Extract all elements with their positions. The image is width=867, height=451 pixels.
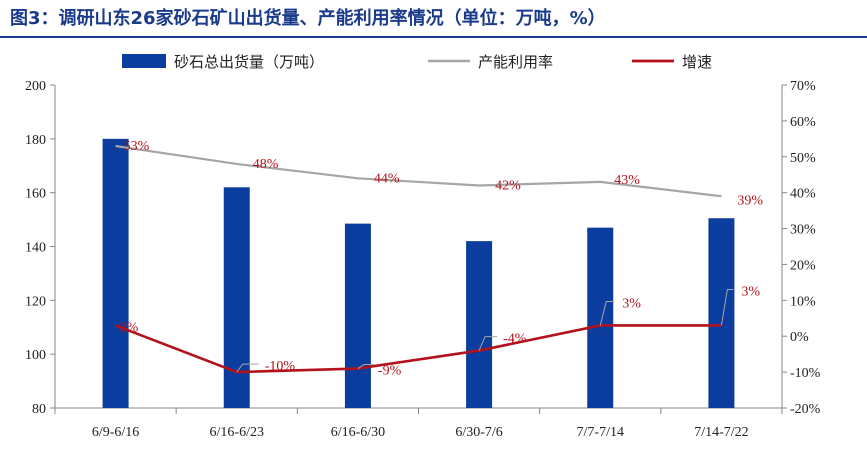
right-tick-label: -10% <box>790 366 821 381</box>
label-utilization: 44% <box>374 171 400 186</box>
leader-line <box>357 364 374 369</box>
x-tick-label: 6/16-6/30 <box>331 425 385 440</box>
x-tick-label: 7/14-7/22 <box>694 425 748 440</box>
leader-line <box>599 300 615 326</box>
right-tick-label: 50% <box>790 151 816 166</box>
left-tick-label: 180 <box>25 133 46 148</box>
bar-shipment <box>223 187 250 408</box>
lines <box>115 144 722 374</box>
label-growth: -10% <box>265 359 296 374</box>
left-tick-label: 200 <box>25 79 46 94</box>
legend-label-growth: 增速 <box>682 53 712 71</box>
legend: 砂石总出货量（万吨） 产能利用率 增速 <box>122 53 712 71</box>
right-tick-label: 10% <box>790 294 816 309</box>
right-tick-label: 40% <box>790 187 816 202</box>
label-utilization: 42% <box>495 178 521 193</box>
line-growth <box>115 324 722 374</box>
bars <box>102 138 735 409</box>
left-tick-label: 80 <box>32 402 46 417</box>
bar-shipment <box>708 218 735 408</box>
label-growth: -4% <box>503 332 527 347</box>
right-tick-label: 30% <box>790 223 816 238</box>
left-tick-label: 160 <box>25 187 46 202</box>
chart-title: 图3：调研山东26家砂石矿山出货量、产能利用率情况（单位：万吨，%） <box>10 8 606 29</box>
bar-shipment <box>344 223 371 408</box>
title-rule <box>0 36 867 38</box>
label-growth: -9% <box>378 364 402 379</box>
legend-swatch-shipment <box>122 54 166 68</box>
right-tick-label: 70% <box>790 79 816 94</box>
x-tick-label: 7/7-7/14 <box>577 425 624 440</box>
label-utilization: 39% <box>737 193 763 208</box>
axes: 80 100 120 140 160 180 200 -20% -10% 0% 10% 20% 30% 4… <box>25 79 821 440</box>
left-tick-label: 100 <box>25 348 46 363</box>
right-tick-label: 20% <box>790 258 816 273</box>
bar-shipment <box>587 227 614 408</box>
right-tick-label: 60% <box>790 115 816 130</box>
leader-line <box>236 363 259 373</box>
right-tick-label: -20% <box>790 402 821 417</box>
legend-label-shipment: 砂石总出货量（万吨） <box>174 53 324 71</box>
left-tick-label: 120 <box>25 294 46 309</box>
x-tick-label: 6/16-6/23 <box>210 425 264 440</box>
label-growth: 3% <box>741 284 760 299</box>
leader-line <box>720 288 734 326</box>
data-labels: 53% 48% 44% 42% 43% 39% 3% -10% -9% -4% 3% 3% <box>120 139 764 379</box>
label-utilization: 48% <box>253 157 279 172</box>
x-tick-label: 6/30-7/6 <box>455 425 502 440</box>
leader-line <box>478 336 498 351</box>
legend-label-utilization: 产能利用率 <box>478 53 553 71</box>
label-utilization: 43% <box>614 173 640 188</box>
label-growth: 3% <box>622 296 641 311</box>
left-tick-label: 140 <box>25 241 46 256</box>
label-growth: 3% <box>120 320 139 335</box>
bar-shipment <box>466 241 493 408</box>
x-tick-label: 6/9-6/16 <box>92 425 139 440</box>
label-utilization: 53% <box>124 139 150 154</box>
right-tick-label: 0% <box>790 330 809 345</box>
bar-shipment <box>102 138 129 409</box>
line-utilization <box>115 144 722 198</box>
